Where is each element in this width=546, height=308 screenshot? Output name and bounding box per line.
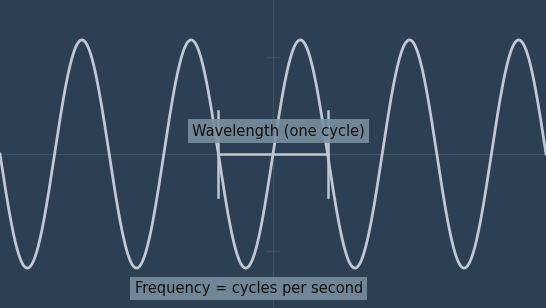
Text: Wavelength (one cycle): Wavelength (one cycle) bbox=[192, 124, 365, 139]
Text: Frequency = cycles per second: Frequency = cycles per second bbox=[135, 281, 363, 296]
